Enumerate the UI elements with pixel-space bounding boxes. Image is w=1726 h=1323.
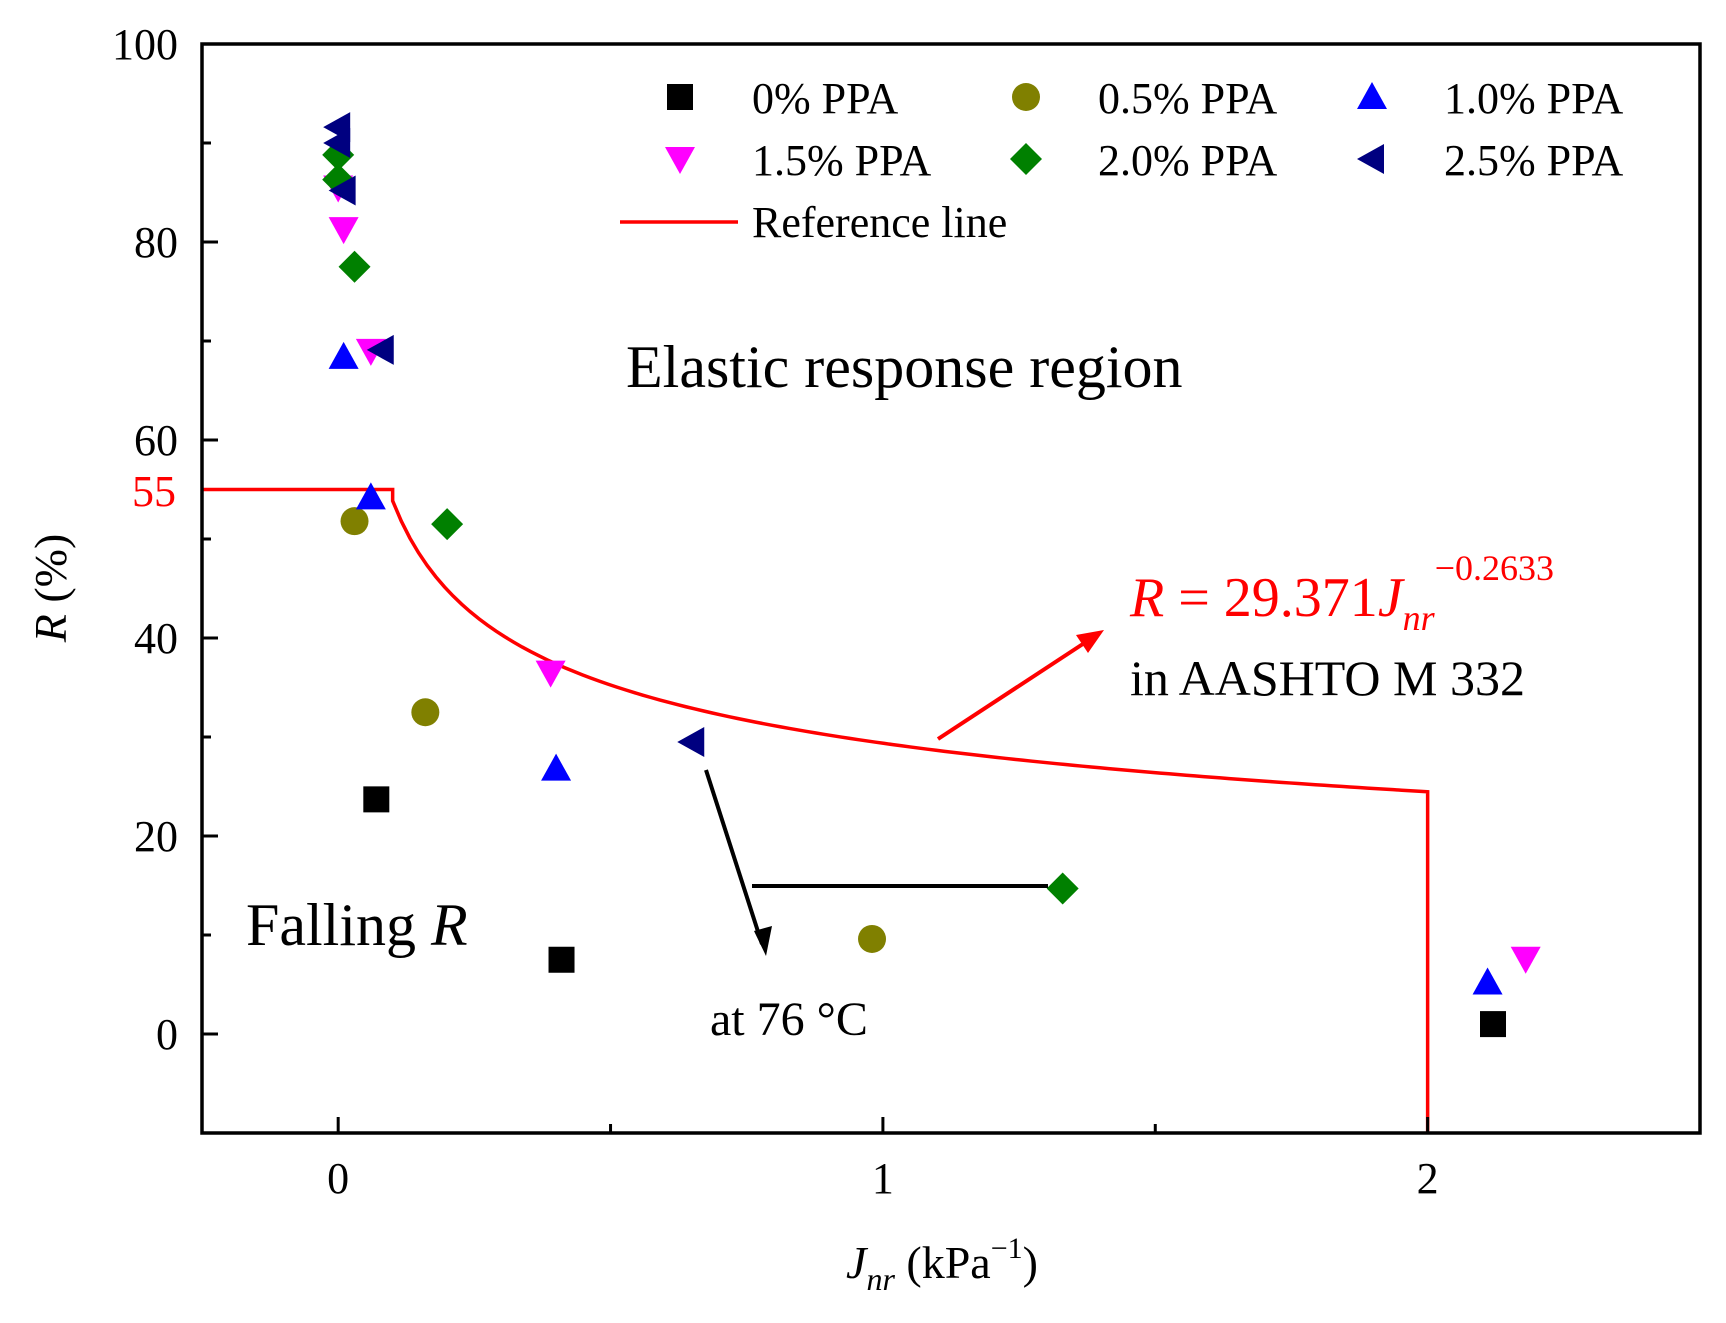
legend-symbol-series-2 — [1357, 82, 1387, 109]
x-tick-label: 1 — [872, 1154, 894, 1203]
y-tick-label: 0 — [156, 1010, 178, 1059]
legend-symbol-series-4 — [1010, 143, 1042, 175]
data-point-series-2 — [355, 482, 386, 510]
legend-symbol-series-5 — [1357, 144, 1384, 174]
data-marks — [322, 112, 1541, 1038]
data-point-series-0 — [548, 946, 575, 973]
data-point-series-3 — [1510, 946, 1541, 974]
legend-label-0pct: 0% PPA — [752, 74, 899, 123]
data-point-series-2 — [328, 341, 359, 369]
y-axis-title: R (%) — [25, 534, 76, 644]
data-point-series-2 — [541, 753, 572, 781]
data-point-series-2 — [1472, 967, 1503, 995]
standard-label: in AASHTO M 332 — [1130, 650, 1525, 706]
data-point-series-5 — [366, 334, 394, 365]
falling-r-label: Falling R — [246, 892, 468, 958]
legend-label-1-0pct: 1.0% PPA — [1444, 74, 1624, 123]
data-point-series-4 — [338, 250, 371, 283]
y-tick-label: 60 — [134, 416, 178, 465]
reference-value-label: 55 — [132, 467, 176, 516]
legend-symbol-series-0 — [667, 84, 693, 110]
legend-label-2-0pct: 2.0% PPA — [1098, 136, 1278, 185]
plot-frame — [200, 42, 1702, 1135]
data-point-series-3 — [535, 660, 566, 688]
temperature-arrow — [704, 769, 764, 945]
x-axis-title: Jnr (kPa−1) — [846, 1232, 1038, 1297]
y-tick-label: 20 — [134, 812, 178, 861]
data-point-series-1 — [411, 698, 440, 727]
y-tick-label: 40 — [134, 614, 178, 663]
equation-arrow — [936, 636, 1094, 741]
legend-label-1-5pct: 1.5% PPA — [752, 136, 932, 185]
data-point-series-4 — [431, 508, 464, 541]
data-point-series-1 — [340, 507, 369, 536]
equation-arrowhead — [1076, 630, 1104, 653]
x-tick-label: 2 — [1417, 1154, 1439, 1203]
legend-symbol-series-1 — [1012, 83, 1040, 111]
data-point-series-3 — [328, 217, 359, 245]
data-point-series-0 — [363, 786, 390, 813]
equation-label: R = 29.371Jnr−0.2633 — [1129, 548, 1554, 638]
data-point-series-1 — [858, 924, 887, 953]
data-point-series-5 — [323, 128, 351, 158]
y-tick-label: 80 — [134, 218, 178, 267]
legend: 0% PPA 0.5% PPA 1.0% PPA 1.5% PPA 2.0% P… — [620, 74, 1624, 247]
y-tick-label: 100 — [112, 20, 178, 69]
data-point-series-5 — [328, 175, 356, 206]
legend-label-2-5pct: 2.5% PPA — [1444, 136, 1624, 185]
temperature-arrowhead — [754, 926, 772, 956]
elastic-region-label: Elastic response region — [626, 334, 1183, 400]
temperature-label: at 76 °C — [710, 993, 868, 1046]
data-point-series-4 — [1046, 872, 1079, 905]
legend-symbols — [665, 82, 1387, 175]
legend-symbol-series-3 — [665, 147, 695, 174]
legend-label-0-5pct: 0.5% PPA — [1098, 74, 1278, 123]
x-tick-label: 0 — [327, 1154, 349, 1203]
data-point-series-5 — [677, 726, 705, 757]
legend-label-reference: Reference line — [752, 198, 1007, 247]
data-point-series-0 — [1480, 1011, 1507, 1038]
